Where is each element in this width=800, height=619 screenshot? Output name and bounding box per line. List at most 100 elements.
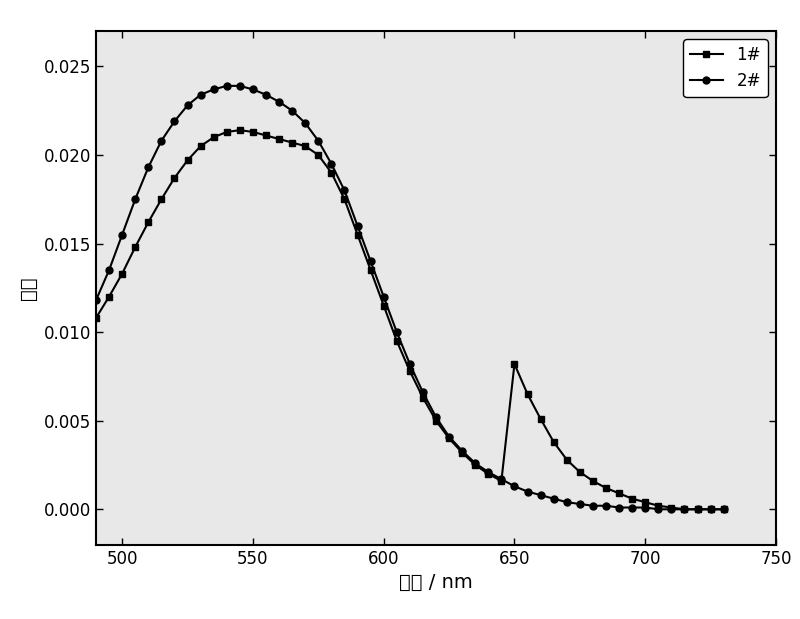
1# — [118, 270, 127, 277]
1# — [614, 490, 624, 497]
1# — [392, 337, 402, 345]
1# — [522, 391, 532, 398]
2# — [248, 85, 258, 93]
1# — [222, 128, 231, 136]
1# — [706, 506, 715, 513]
2# — [641, 504, 650, 511]
1# — [353, 231, 362, 238]
1# — [680, 506, 690, 513]
2# — [209, 85, 218, 93]
2# — [353, 222, 362, 230]
2# — [91, 297, 101, 304]
2# — [196, 91, 206, 98]
2# — [510, 483, 519, 490]
2# — [575, 500, 585, 508]
1# — [182, 157, 192, 164]
1# — [287, 139, 297, 146]
1# — [104, 293, 114, 300]
1# — [170, 175, 179, 182]
2# — [562, 498, 571, 506]
2# — [470, 459, 480, 467]
2# — [143, 163, 153, 171]
2# — [602, 502, 611, 509]
1# — [143, 219, 153, 226]
2# — [483, 469, 493, 476]
2# — [366, 258, 375, 265]
1# — [444, 435, 454, 442]
2# — [418, 389, 428, 396]
1# — [470, 461, 480, 469]
2# — [549, 495, 558, 503]
2# — [287, 107, 297, 115]
2# — [182, 102, 192, 109]
1# — [340, 196, 350, 203]
2# — [458, 447, 467, 454]
1# — [666, 504, 676, 511]
2# — [693, 506, 702, 513]
1# — [693, 506, 702, 513]
2# — [706, 506, 715, 513]
1# — [536, 415, 546, 423]
2# — [118, 231, 127, 238]
2# — [340, 187, 350, 194]
Line: 1#: 1# — [93, 127, 727, 513]
1# — [575, 469, 585, 476]
1# — [157, 196, 166, 203]
2# — [170, 118, 179, 125]
2# — [497, 475, 506, 483]
2# — [405, 360, 414, 368]
1# — [196, 142, 206, 150]
2# — [666, 506, 676, 513]
2# — [627, 504, 637, 511]
1# — [379, 302, 389, 310]
1# — [588, 477, 598, 485]
1# — [418, 394, 428, 401]
X-axis label: 波长 / nm: 波长 / nm — [399, 573, 473, 592]
1# — [483, 470, 493, 478]
1# — [549, 438, 558, 446]
1# — [627, 495, 637, 503]
2# — [719, 506, 729, 513]
1# — [91, 314, 101, 322]
1# — [235, 126, 245, 134]
1# — [562, 456, 571, 464]
1# — [274, 136, 284, 143]
Y-axis label: 强度: 强度 — [19, 276, 38, 300]
1# — [458, 449, 467, 456]
1# — [261, 132, 270, 139]
1# — [641, 498, 650, 506]
1# — [314, 151, 323, 158]
1# — [366, 266, 375, 274]
Line: 2#: 2# — [93, 82, 727, 513]
Legend: 1#, 2#: 1#, 2# — [683, 39, 768, 97]
1# — [719, 506, 729, 513]
1# — [405, 368, 414, 375]
2# — [222, 82, 231, 90]
1# — [301, 142, 310, 150]
1# — [209, 134, 218, 141]
2# — [301, 119, 310, 127]
2# — [326, 160, 336, 168]
2# — [536, 491, 546, 499]
2# — [130, 196, 140, 203]
2# — [314, 137, 323, 144]
1# — [248, 128, 258, 136]
1# — [654, 502, 663, 509]
2# — [274, 98, 284, 105]
2# — [431, 413, 441, 421]
1# — [602, 484, 611, 491]
2# — [379, 293, 389, 300]
2# — [104, 266, 114, 274]
2# — [654, 506, 663, 513]
1# — [497, 477, 506, 485]
1# — [326, 169, 336, 176]
2# — [235, 82, 245, 90]
2# — [444, 433, 454, 440]
2# — [157, 137, 166, 144]
2# — [522, 488, 532, 495]
2# — [261, 91, 270, 98]
1# — [431, 417, 441, 425]
1# — [130, 243, 140, 251]
1# — [510, 360, 519, 368]
2# — [680, 506, 690, 513]
